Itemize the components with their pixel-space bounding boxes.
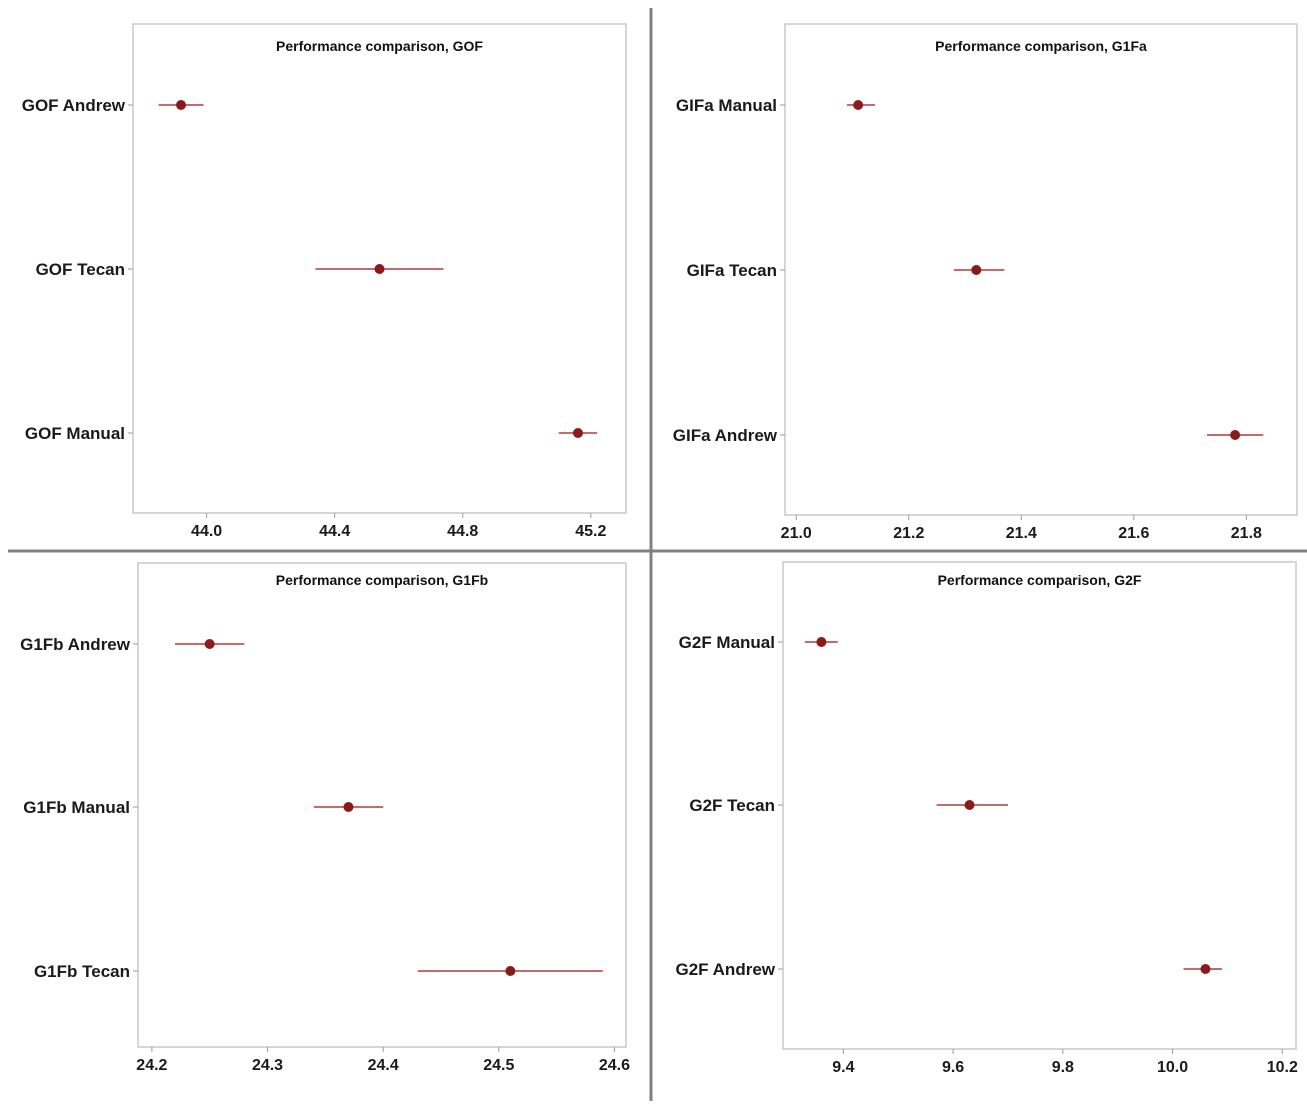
category-label: G2F Tecan <box>689 796 775 815</box>
chart-panel-2: Performance comparison, G1Fa 21.0 21.2 21.4… <box>673 23 1298 542</box>
x-tick-label: 45.2 <box>575 523 606 540</box>
mean-marker <box>971 265 982 275</box>
chart-panel-4: Performance comparison, G2F 9.4 9.6 9.8 10.0… <box>676 561 1298 1076</box>
x-tick-label: 24.4 <box>368 1057 399 1074</box>
x-tick-label: 21.8 <box>1231 525 1262 542</box>
plot-frame <box>784 23 1298 516</box>
chart-panel-3: Performance comparison, G1Fb 24.2 24.3 24.4… <box>20 562 630 1074</box>
x-tick-label: 44.8 <box>447 523 478 540</box>
mean-marker <box>1230 430 1241 440</box>
mean-marker <box>816 637 827 647</box>
x-tick-label: 10.2 <box>1267 1059 1298 1076</box>
x-tick-label: 9.4 <box>832 1059 854 1076</box>
category-label: GOF Tecan <box>36 260 125 279</box>
chart-title: Performance comparison, G1Fa <box>935 38 1147 54</box>
mean-marker <box>964 800 975 810</box>
mean-marker <box>343 802 354 812</box>
mean-marker <box>1200 964 1211 974</box>
category-label: G1Fb Tecan <box>34 962 130 981</box>
mean-marker <box>572 428 583 438</box>
x-tick-label: 21.0 <box>781 525 812 542</box>
category-label: GIFa Manual <box>676 96 777 115</box>
category-label: G2F Andrew <box>676 960 776 979</box>
x-tick-label: 44.4 <box>319 523 350 540</box>
mean-marker <box>853 100 864 110</box>
x-tick-label: 21.6 <box>1118 525 1149 542</box>
x-tick-label: 24.2 <box>136 1057 167 1074</box>
category-label: GIFa Tecan <box>687 261 777 280</box>
category-label: GOF Manual <box>25 424 125 443</box>
mean-marker <box>176 100 187 110</box>
category-label: GOF Andrew <box>22 96 126 115</box>
x-tick-label: 21.2 <box>893 525 924 542</box>
x-tick-label: 44.0 <box>191 523 222 540</box>
plot-frame <box>782 561 1297 1050</box>
mean-marker <box>374 264 385 274</box>
x-tick-label: 10.0 <box>1157 1059 1188 1076</box>
panels-group: Performance comparison, GOF 44.0 44.4 44.8 4… <box>20 23 1298 1076</box>
x-tick-label: 24.5 <box>483 1057 514 1074</box>
plot-frame <box>137 562 627 1048</box>
category-label: G1Fb Andrew <box>20 635 131 654</box>
x-tick-label: 21.4 <box>1006 525 1037 542</box>
chart-title: Performance comparison, GOF <box>276 38 483 54</box>
x-tick-label: 24.3 <box>252 1057 283 1074</box>
chart-panel-1: Performance comparison, GOF 44.0 44.4 44.8 4… <box>22 23 627 540</box>
x-tick-label: 9.8 <box>1052 1059 1074 1076</box>
mean-marker <box>505 966 516 976</box>
category-label: GIFa Andrew <box>673 426 778 445</box>
category-label: G2F Manual <box>679 633 775 652</box>
chart-title: Performance comparison, G1Fb <box>276 572 488 588</box>
x-tick-label: 9.6 <box>942 1059 964 1076</box>
category-label: G1Fb Manual <box>23 798 130 817</box>
x-tick-label: 24.6 <box>599 1057 630 1074</box>
mean-marker <box>204 639 215 649</box>
chart-title: Performance comparison, G2F <box>938 572 1142 588</box>
